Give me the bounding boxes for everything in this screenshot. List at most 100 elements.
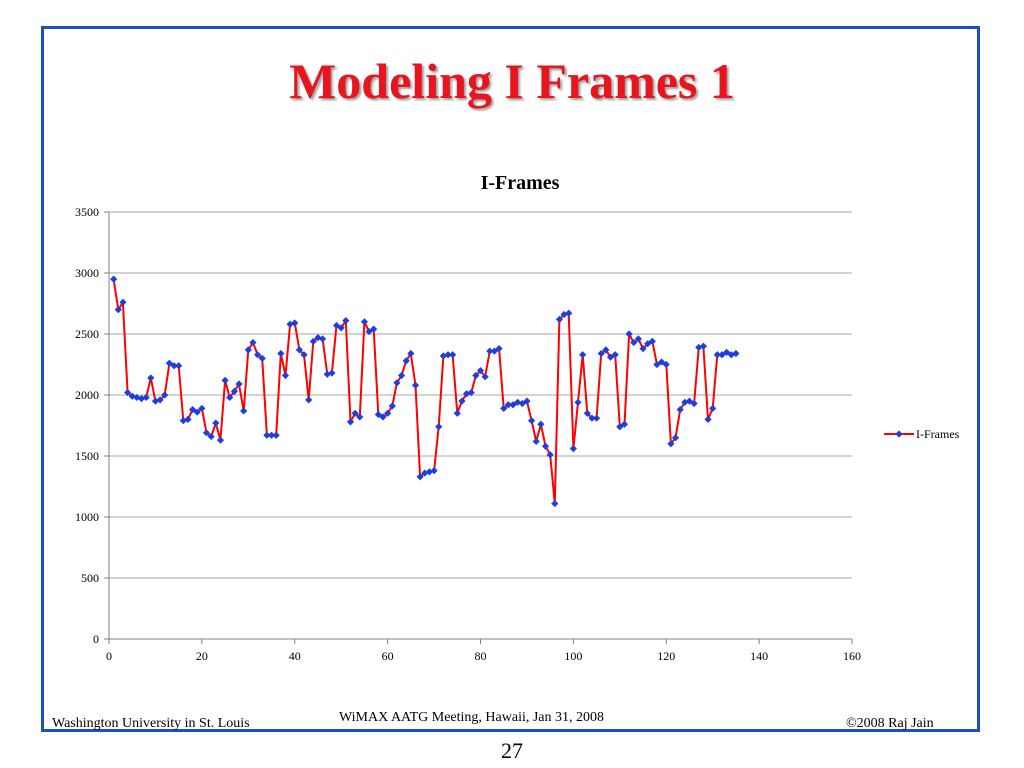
data-point-47 — [323, 370, 331, 378]
y-tick-label-3000: 3000 — [75, 266, 99, 280]
data-point-29 — [240, 407, 248, 415]
data-point-122 — [671, 434, 680, 442]
slide-border — [41, 26, 980, 732]
chart-title: I-Frames — [481, 172, 560, 194]
data-point-126 — [690, 399, 698, 408]
data-point-115 — [639, 345, 647, 353]
data-point-100 — [569, 445, 577, 453]
y-tick-label-2000: 2000 — [75, 388, 99, 402]
data-point-21 — [202, 429, 211, 437]
data-point-2 — [114, 306, 122, 314]
y-tick-label-2500: 2500 — [75, 327, 99, 341]
data-point-120 — [662, 360, 670, 369]
data-point-112 — [625, 330, 633, 338]
data-point-44 — [309, 337, 317, 345]
data-point-101 — [574, 398, 582, 406]
x-tick-label-120: 120 — [657, 649, 675, 663]
data-point-104 — [588, 414, 596, 422]
data-point-19 — [193, 408, 201, 416]
data-point-49 — [332, 321, 341, 330]
x-tick-label-140: 140 — [750, 649, 768, 663]
data-point-96 — [551, 499, 559, 508]
data-point-110 — [616, 423, 624, 431]
data-point-84 — [495, 345, 503, 353]
data-point-87 — [509, 401, 517, 409]
legend-marker — [895, 430, 903, 438]
data-point-66 — [411, 381, 420, 389]
data-point-133 — [723, 348, 731, 356]
x-tick-label-20: 20 — [196, 649, 208, 663]
y-tick-label-3500: 3500 — [75, 205, 99, 219]
data-point-109 — [611, 351, 619, 359]
data-point-36 — [272, 431, 280, 439]
data-point-46 — [319, 335, 327, 343]
data-point-48 — [328, 369, 336, 377]
data-point-31 — [249, 338, 257, 347]
data-point-68 — [421, 469, 429, 477]
data-point-50 — [337, 324, 345, 332]
data-point-14 — [170, 362, 178, 370]
y-tick-label-1000: 1000 — [75, 510, 99, 524]
data-point-7 — [137, 395, 146, 403]
data-point-73 — [444, 351, 452, 359]
data-point-74 — [449, 351, 457, 359]
data-point-28 — [235, 380, 243, 388]
data-point-3 — [119, 298, 127, 306]
data-point-43 — [305, 396, 313, 404]
data-point-30 — [244, 346, 252, 354]
legend-label: I-Frames — [916, 427, 960, 441]
data-point-35 — [267, 431, 276, 439]
data-point-97 — [555, 315, 564, 323]
data-point-52 — [346, 418, 355, 426]
data-point-103 — [583, 409, 591, 417]
data-point-113 — [630, 338, 638, 347]
data-point-85 — [500, 404, 508, 413]
data-point-102 — [579, 351, 587, 359]
data-point-58 — [374, 410, 382, 419]
data-point-38 — [281, 371, 290, 380]
data-point-10 — [151, 397, 160, 405]
data-point-95 — [546, 451, 554, 459]
data-point-59 — [379, 413, 387, 421]
data-point-25 — [221, 376, 229, 384]
data-point-127 — [695, 343, 703, 352]
data-point-75 — [453, 409, 461, 417]
data-point-33 — [258, 354, 266, 362]
data-point-65 — [407, 349, 415, 358]
data-point-55 — [360, 318, 369, 326]
data-point-51 — [342, 316, 350, 325]
data-point-24 — [216, 436, 225, 444]
data-point-125 — [685, 397, 694, 405]
data-point-42 — [300, 351, 308, 359]
data-point-79 — [472, 371, 480, 380]
data-point-91 — [527, 417, 536, 425]
data-point-94 — [541, 442, 550, 450]
data-point-72 — [439, 352, 447, 360]
data-point-83 — [490, 347, 499, 355]
data-point-23 — [212, 419, 220, 427]
gridlines — [109, 211, 852, 579]
data-point-128 — [699, 342, 707, 350]
data-point-89 — [518, 399, 526, 408]
data-point-131 — [713, 351, 721, 359]
data-point-15 — [175, 362, 183, 370]
data-point-116 — [644, 340, 652, 348]
data-point-57 — [370, 325, 378, 333]
data-point-62 — [393, 379, 401, 387]
data-point-41 — [295, 346, 303, 354]
data-point-130 — [709, 404, 717, 413]
data-point-123 — [676, 406, 684, 414]
data-point-98 — [560, 310, 568, 319]
data-point-105 — [592, 414, 601, 422]
data-point-111 — [620, 420, 629, 428]
data-point-90 — [523, 397, 531, 405]
data-point-77 — [462, 390, 471, 398]
data-point-63 — [397, 371, 406, 380]
data-point-82 — [486, 347, 494, 355]
data-point-61 — [388, 402, 396, 410]
data-point-22 — [207, 432, 215, 441]
data-point-93 — [537, 420, 545, 428]
data-point-99 — [565, 309, 573, 317]
data-point-129 — [704, 415, 712, 423]
data-point-11 — [156, 396, 164, 404]
